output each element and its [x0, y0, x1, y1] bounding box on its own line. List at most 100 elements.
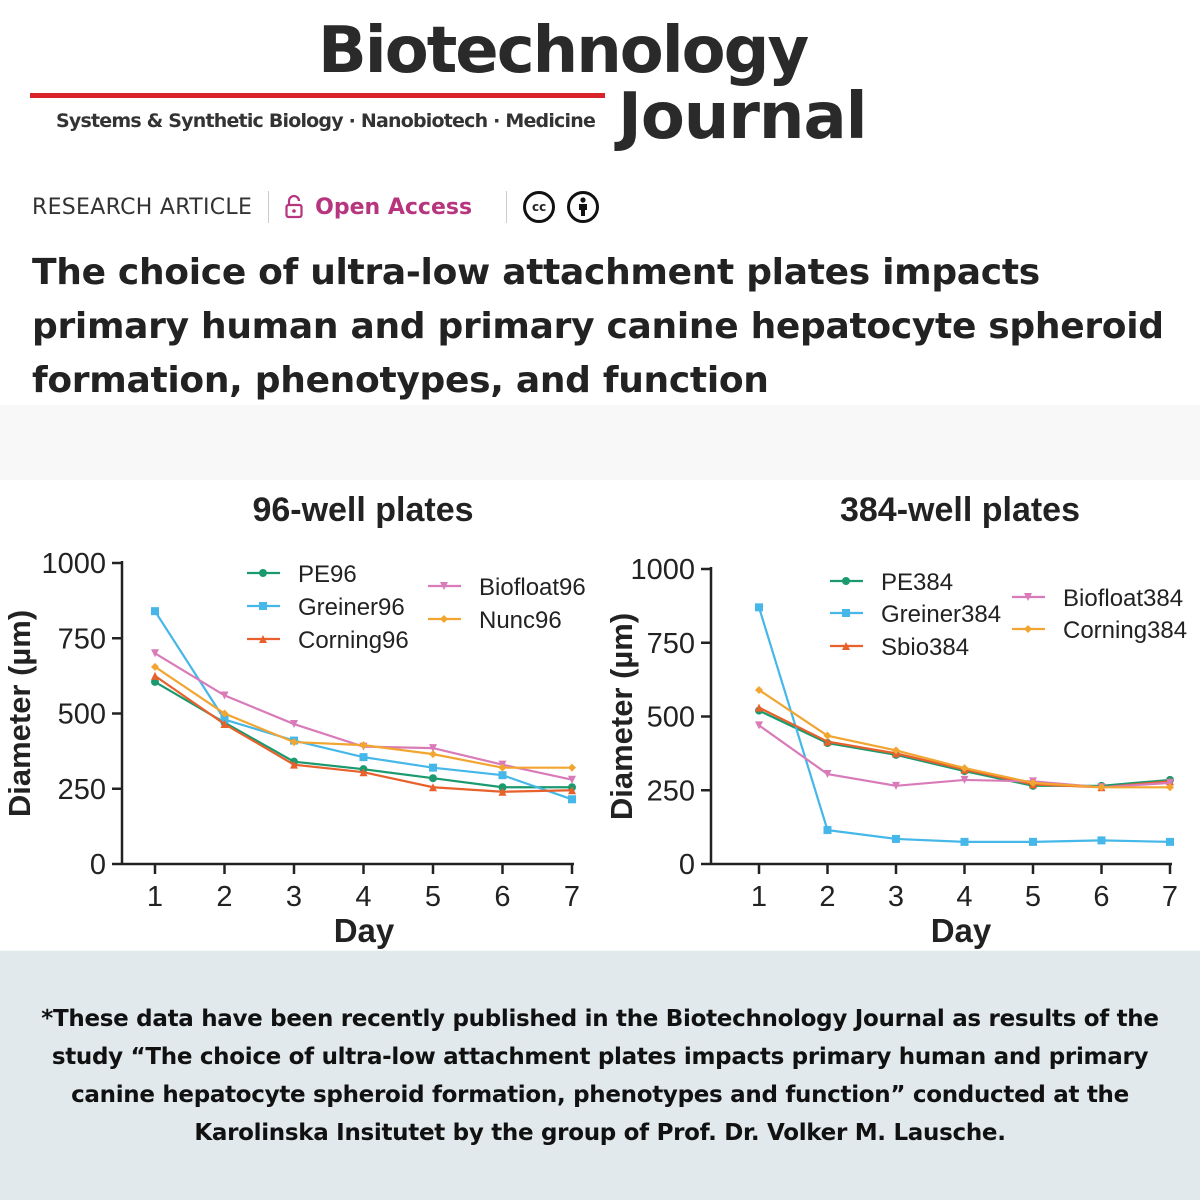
data-point	[429, 750, 437, 759]
data-point	[498, 783, 507, 792]
x-tick-label: 3	[286, 881, 302, 913]
data-point	[568, 795, 576, 804]
x-tick-label: 7	[1162, 881, 1178, 913]
divider	[506, 191, 508, 223]
y-tick-label: 500	[647, 702, 695, 734]
data-point	[151, 677, 159, 686]
data-point	[823, 770, 832, 779]
legend-marker	[259, 635, 267, 643]
data-point	[151, 671, 159, 680]
x-tick-label: 1	[751, 881, 767, 913]
y-tick-label: 1000	[630, 554, 695, 586]
cc-icon: cc	[523, 191, 556, 223]
legend-label: Sbio384	[881, 634, 969, 661]
data-point	[568, 786, 576, 795]
license-icons[interactable]: cc	[523, 191, 600, 223]
attribution-icon	[567, 191, 600, 223]
y-tick-label: 0	[679, 849, 695, 881]
series-Nunc96	[151, 662, 576, 772]
footer-note: *These data have been recently published…	[0, 951, 1200, 1200]
data-point	[1029, 778, 1037, 787]
x-tick-label: 5	[1025, 881, 1041, 913]
data-point	[1097, 836, 1106, 845]
data-point	[1166, 783, 1174, 792]
y-tick-label: 250	[647, 775, 695, 807]
legend-label: PE96	[298, 561, 357, 588]
data-point	[151, 662, 159, 671]
data-point	[1166, 837, 1174, 846]
legend-label: Greiner96	[298, 594, 405, 621]
data-point	[151, 607, 159, 616]
series-Corning384	[755, 685, 1174, 792]
x-tick-label: 6	[1093, 881, 1109, 913]
y-tick-label: 0	[90, 849, 106, 881]
x-tick-label: 2	[216, 881, 232, 913]
data-point	[220, 720, 229, 729]
chart-96-well: 96-well plates 0 250 500 750 1000 1 2 3 4 5 6 7 Day Di…	[0, 480, 600, 950]
legend-marker	[842, 577, 850, 585]
article-type: RESEARCH ARTICLE	[32, 194, 253, 220]
divider	[268, 191, 270, 223]
data-point	[359, 753, 368, 762]
journal-name-2: Journal	[618, 80, 868, 154]
x-tick-label: 5	[425, 881, 441, 913]
data-point	[498, 787, 507, 796]
data-point	[429, 774, 437, 783]
legend-marker	[259, 602, 267, 610]
legend-label: PE384	[881, 569, 953, 596]
x-axis-label: Day	[334, 912, 395, 949]
data-point	[892, 746, 900, 755]
data-point	[498, 771, 507, 780]
data-point	[429, 783, 437, 792]
legend-marker	[259, 569, 267, 577]
data-point	[220, 715, 229, 724]
chart-title: 384-well plates	[840, 491, 1080, 529]
legend-label: Biofloat96	[479, 574, 586, 601]
data-point	[568, 763, 576, 772]
data-point	[960, 764, 969, 773]
data-point	[1029, 837, 1037, 846]
y-tick-label: 1000	[41, 548, 106, 580]
series-Greiner384	[755, 603, 1174, 846]
y-axis-label: Diameter (µm)	[2, 610, 37, 817]
data-point	[1097, 783, 1106, 792]
data-point	[960, 837, 969, 846]
data-point	[755, 721, 763, 730]
data-point	[892, 781, 900, 790]
legend-marker	[440, 582, 448, 590]
data-point	[823, 737, 832, 746]
chart-background	[600, 480, 1200, 950]
journal-subtitle: Systems & Synthetic Biology · Nanobiotec…	[56, 110, 596, 132]
data-point	[429, 744, 437, 753]
data-point	[960, 775, 969, 784]
x-tick-label: 3	[888, 881, 904, 913]
x-tick-label: 4	[956, 881, 972, 913]
legend-label: Biofloat384	[1063, 585, 1183, 612]
logo-red-rule	[30, 93, 605, 98]
footer-text: *These data have been recently published…	[41, 1005, 1159, 1146]
y-axis-label: Diameter (µm)	[604, 613, 639, 820]
chart-384-well: 384-well plates 0 250 500 750 1000 1 2 3 4 5 6 7 Day D…	[600, 480, 1200, 950]
legend-label: Corning384	[1063, 617, 1187, 644]
open-access-link[interactable]: Open Access	[285, 195, 472, 220]
open-access-label: Open Access	[315, 194, 473, 220]
legend-marker	[1024, 625, 1032, 633]
unlock-icon	[285, 195, 303, 219]
chart-background	[0, 480, 600, 950]
data-point	[755, 603, 763, 612]
legend-label: Corning96	[298, 627, 409, 654]
article-title: The choice of ultra-low attachment plate…	[32, 252, 1164, 401]
y-tick-label: 500	[58, 699, 106, 731]
legend-marker	[1024, 593, 1032, 601]
legend-marker	[842, 609, 850, 617]
y-tick-label: 250	[58, 774, 106, 806]
legend-label: Greiner384	[881, 601, 1001, 628]
legend-label: Nunc96	[479, 607, 562, 634]
data-point	[755, 685, 763, 694]
data-point	[823, 826, 832, 835]
series-Corning96	[151, 671, 576, 796]
x-tick-label: 2	[819, 881, 835, 913]
x-tick-label: 7	[564, 881, 580, 913]
data-point	[359, 768, 368, 777]
article-meta: RESEARCH ARTICLE Open Access cc	[32, 190, 600, 224]
